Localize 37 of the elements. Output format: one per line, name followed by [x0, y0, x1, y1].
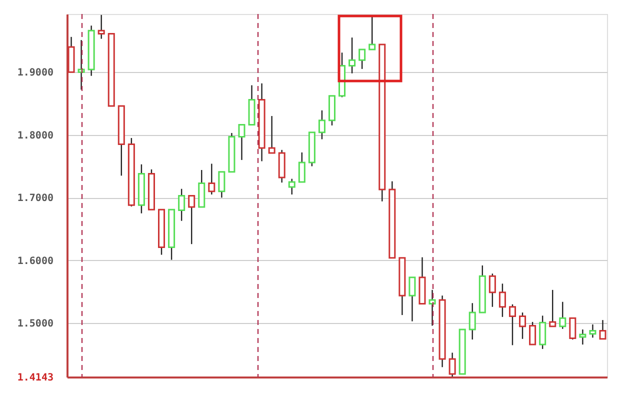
candlestick	[428, 289, 436, 326]
candlestick	[589, 324, 596, 338]
candlestick	[579, 328, 586, 346]
candlestick	[569, 317, 576, 340]
candlestick	[238, 124, 246, 161]
y-tick-label: 1.5000	[17, 318, 54, 330]
candlestick	[519, 312, 526, 340]
candlestick	[208, 163, 216, 196]
y-tick-label: 1.6000	[17, 256, 54, 267]
candlestick	[408, 276, 416, 322]
candlestick	[448, 352, 456, 378]
candlestick	[178, 188, 186, 222]
candlestick	[98, 14, 105, 40]
candlestick	[368, 16, 376, 50]
candlestick	[288, 178, 296, 196]
y-tick-label: 1.9000	[17, 68, 54, 79]
candlestick	[599, 319, 606, 340]
candlestick	[348, 36, 356, 74]
candlestick	[529, 321, 536, 346]
candlestick	[218, 171, 226, 198]
candlestick	[358, 48, 366, 70]
candlestick	[498, 283, 506, 318]
candlestick	[318, 110, 326, 140]
candlestick	[488, 273, 496, 308]
candlestick	[468, 302, 476, 340]
candlestick	[539, 315, 546, 350]
candlestick	[559, 301, 566, 330]
candlestick	[508, 304, 516, 346]
candlestick	[188, 195, 196, 245]
candlestick	[198, 169, 206, 208]
y-tick-label: 1.4143	[17, 372, 54, 384]
y-tick-label: 1.7000	[17, 193, 54, 204]
y-tick-label: 1.8000	[17, 130, 54, 142]
candlestick	[549, 289, 556, 328]
candlestick	[268, 115, 276, 154]
candlestick	[78, 39, 85, 90]
candlestick	[298, 152, 306, 183]
